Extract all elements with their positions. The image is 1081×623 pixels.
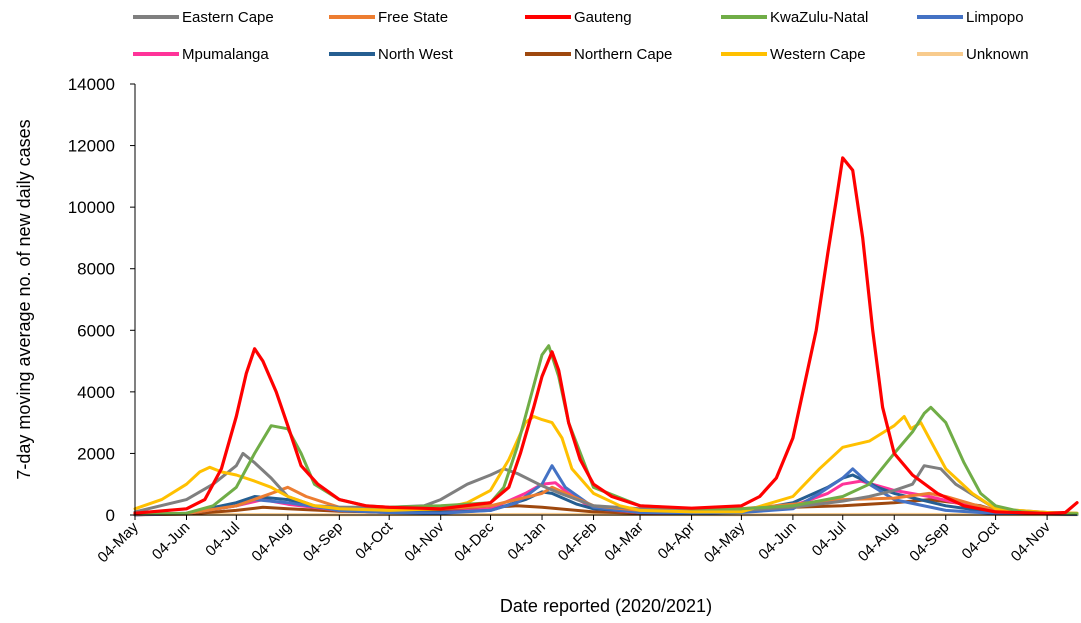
legend-item-limpopo: Limpopo	[917, 9, 1024, 26]
legend-item-western-cape: Western Cape	[721, 46, 866, 63]
y-tick-label: 12000	[68, 137, 115, 156]
legend-label: Western Cape	[770, 46, 866, 63]
x-tick-label: 04-Sep	[906, 519, 952, 565]
series-line-eastern-cape	[133, 451, 1079, 515]
legend-label: Limpopo	[966, 9, 1024, 26]
x-tick-label: 04-Jul	[202, 519, 243, 560]
legend-label: Eastern Cape	[182, 9, 274, 26]
legend-item-kwazulu-natal: KwaZulu-Natal	[721, 9, 868, 26]
y-tick-label: 0	[106, 506, 115, 525]
legend-item-free-state: Free State	[329, 9, 448, 26]
x-tick-label: 04-Jul	[809, 519, 850, 560]
x-tick-label: 04-Nov	[1008, 518, 1055, 565]
legend-label: Unknown	[966, 46, 1029, 63]
x-tick-label: 04-Apr	[655, 519, 699, 563]
x-tick-label: 04-Jan	[504, 519, 548, 563]
legend-label: Northern Cape	[574, 46, 672, 63]
series-line-limpopo	[133, 464, 1079, 517]
y-tick-label: 8000	[77, 260, 115, 279]
y-tick-label: 2000	[77, 444, 115, 463]
legend-item-northern-cape: Northern Cape	[525, 46, 672, 63]
x-tick-label: 04-Dec	[451, 518, 498, 565]
x-tick-label: 04-Feb	[555, 519, 601, 565]
legend-label: KwaZulu-Natal	[770, 9, 868, 26]
y-tick-label: 4000	[77, 383, 115, 402]
legend-label: Free State	[378, 9, 448, 26]
series-layer	[133, 156, 1079, 517]
x-tick-label: 04-Mar	[601, 519, 647, 565]
y-tick-label: 10000	[68, 198, 115, 217]
x-tick-label: 04-Jun	[755, 519, 799, 563]
legend: Eastern Cape Free State Gauteng KwaZulu-Nat…	[133, 9, 1029, 63]
legend-label: North West	[378, 46, 454, 63]
y-axis-ticks: 0 2000 4000 6000 8000 10000 12000 14000	[68, 75, 135, 525]
series-line-western-cape	[133, 415, 1079, 515]
y-tick-label: 6000	[77, 321, 115, 340]
x-tick-label: 04-Sep	[300, 519, 346, 565]
legend-item-eastern-cape: Eastern Cape	[133, 9, 274, 26]
x-tick-label: 04-Nov	[401, 518, 448, 565]
y-axis-title: 7-day moving average no. of new daily ca…	[14, 119, 34, 479]
x-tick-label: 04-Oct	[959, 518, 1003, 562]
x-tick-label: 04-Aug	[855, 519, 901, 565]
x-tick-label: 04-Oct	[352, 518, 396, 562]
x-tick-label: 04-May	[94, 518, 142, 566]
legend-label: Gauteng	[574, 9, 632, 26]
legend-item-mpumalanga: Mpumalanga	[133, 46, 269, 63]
x-axis-title: Date reported (2020/2021)	[500, 596, 712, 616]
legend-item-unknown: Unknown	[917, 46, 1029, 63]
x-axis-ticks: 04-May 04-Jun 04-Jul 04-Aug 04-Sep 04-Oct 04-N…	[94, 515, 1054, 566]
series-line-gauteng	[133, 156, 1079, 516]
y-tick-label: 14000	[68, 75, 115, 94]
x-tick-label: 04-May	[701, 518, 749, 566]
x-tick-label: 04-Aug	[248, 519, 294, 565]
legend-item-north-west: North West	[329, 46, 454, 63]
x-tick-label: 04-Jun	[149, 519, 193, 563]
legend-label: Mpumalanga	[182, 46, 269, 63]
legend-item-gauteng: Gauteng	[525, 9, 632, 26]
